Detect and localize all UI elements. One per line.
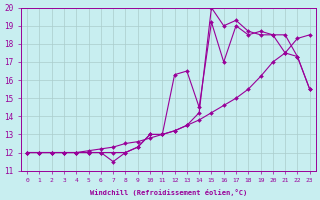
X-axis label: Windchill (Refroidissement éolien,°C): Windchill (Refroidissement éolien,°C) [90, 189, 247, 196]
